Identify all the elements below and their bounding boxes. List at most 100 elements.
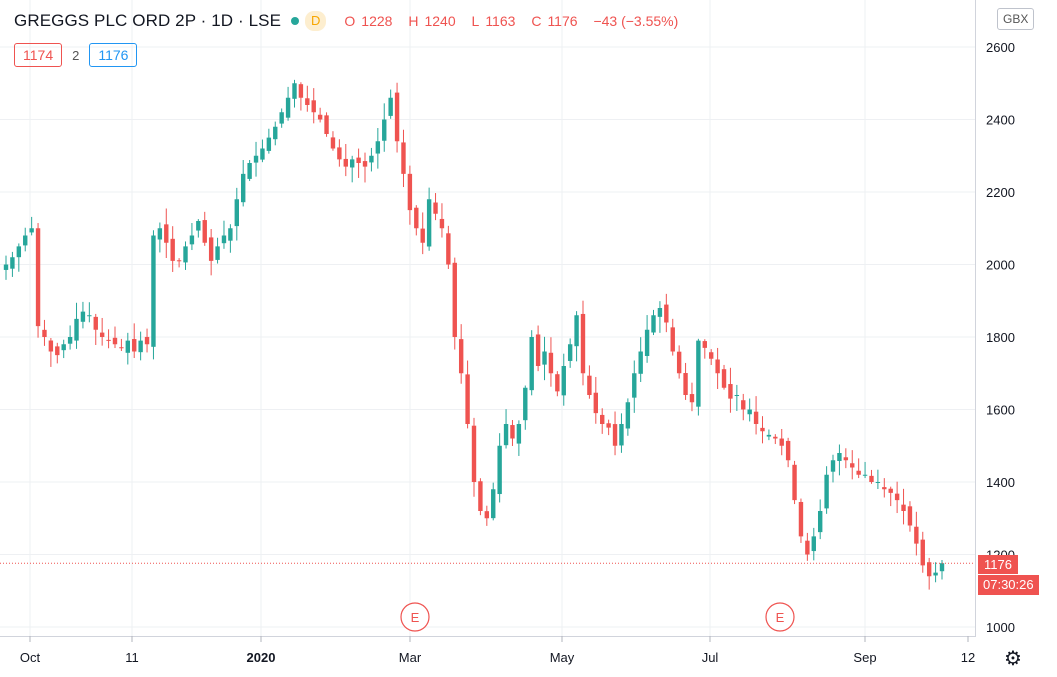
candle-body bbox=[215, 246, 220, 260]
candle bbox=[843, 448, 849, 469]
bid-price-button[interactable]: 1174 bbox=[14, 43, 63, 67]
candle bbox=[439, 203, 445, 238]
candle-body bbox=[676, 351, 682, 374]
candle bbox=[87, 302, 92, 323]
candle-body bbox=[875, 482, 881, 483]
candle bbox=[817, 499, 823, 540]
candle-body bbox=[933, 572, 938, 576]
candle-body bbox=[606, 423, 611, 428]
candle bbox=[580, 300, 586, 386]
candle-body bbox=[61, 344, 66, 351]
candle-body bbox=[48, 340, 54, 352]
candle-body bbox=[683, 373, 688, 395]
candle bbox=[67, 325, 73, 350]
y-tick-label: 1800 bbox=[986, 330, 1015, 345]
candle-body bbox=[664, 304, 669, 323]
x-tick-label: Sep bbox=[853, 650, 876, 665]
candle-body bbox=[292, 83, 297, 99]
symbol-title[interactable]: GREGGS PLC ORD 2P · 1D · LSE bbox=[14, 11, 282, 30]
candle-body bbox=[894, 493, 900, 501]
event-marker-label: E bbox=[411, 610, 420, 625]
candle bbox=[587, 365, 592, 399]
candle-body bbox=[593, 392, 599, 414]
candle-body bbox=[914, 526, 919, 544]
candle-body bbox=[369, 155, 374, 163]
candle bbox=[811, 527, 816, 561]
candle bbox=[657, 301, 663, 333]
gear-icon[interactable]: ⚙ bbox=[1004, 648, 1022, 670]
candle-body bbox=[87, 315, 92, 317]
candle-body bbox=[484, 511, 490, 519]
candle-body bbox=[93, 316, 98, 330]
candle-body bbox=[144, 336, 150, 345]
candle bbox=[234, 187, 239, 241]
candle-body bbox=[798, 501, 804, 537]
candle-body bbox=[458, 339, 464, 374]
candle-body bbox=[273, 126, 278, 140]
candle bbox=[792, 460, 797, 505]
x-tick-label: Oct bbox=[20, 650, 41, 665]
candle-body bbox=[850, 463, 855, 468]
candle bbox=[138, 331, 143, 361]
candle bbox=[882, 478, 887, 498]
candle bbox=[676, 345, 682, 379]
candle bbox=[529, 330, 534, 396]
candle-body bbox=[375, 141, 381, 154]
candle-body bbox=[337, 147, 342, 160]
candle-body bbox=[241, 173, 246, 203]
candle-body bbox=[426, 199, 432, 247]
candle bbox=[16, 243, 22, 272]
change-value: −43 (−3.55%) bbox=[593, 13, 679, 29]
candle bbox=[612, 411, 618, 456]
candle-body bbox=[317, 114, 323, 120]
candle-body bbox=[10, 257, 15, 269]
candle-body bbox=[926, 562, 932, 577]
candle bbox=[349, 155, 355, 183]
candle bbox=[888, 486, 893, 507]
candle-body bbox=[478, 481, 483, 511]
candle-body bbox=[715, 359, 720, 374]
candle bbox=[555, 371, 560, 397]
candle bbox=[42, 319, 47, 346]
candle bbox=[208, 228, 214, 276]
candle-body bbox=[298, 84, 304, 98]
candle bbox=[330, 131, 336, 151]
candle-body bbox=[862, 474, 868, 476]
candle-body bbox=[106, 339, 111, 341]
ask-price-button[interactable]: 1176 bbox=[89, 43, 138, 67]
candle-body bbox=[151, 235, 156, 347]
candle bbox=[894, 481, 900, 514]
candle bbox=[914, 511, 919, 556]
candle bbox=[593, 376, 599, 424]
candle-body bbox=[452, 262, 457, 337]
candle bbox=[93, 313, 98, 345]
candle bbox=[465, 360, 470, 429]
ohlc-readout: O 1228 H 1240 L 1163 C 1176 −43 (−3.55%) bbox=[344, 13, 684, 29]
candle-body bbox=[555, 374, 560, 392]
candle-body bbox=[785, 440, 791, 461]
candle-body bbox=[420, 228, 425, 243]
candle-body bbox=[644, 329, 650, 357]
candle-body bbox=[901, 504, 906, 511]
candle-body bbox=[138, 340, 143, 353]
bid-ask-panel: 1174 2 1176 bbox=[14, 43, 138, 67]
earnings-event-marker: E bbox=[765, 602, 795, 632]
candle bbox=[920, 531, 925, 573]
candle-body bbox=[503, 424, 509, 446]
delayed-data-badge[interactable]: D bbox=[305, 11, 327, 31]
candle bbox=[10, 251, 15, 277]
candle-body bbox=[734, 395, 740, 396]
candle bbox=[535, 325, 541, 372]
currency-button[interactable]: GBX bbox=[997, 8, 1035, 30]
candle-body bbox=[830, 460, 836, 472]
candle-body bbox=[125, 340, 131, 353]
x-tick-label: Jul bbox=[702, 650, 719, 665]
candle-body bbox=[638, 351, 643, 374]
candle bbox=[144, 328, 150, 353]
candle-body bbox=[670, 327, 675, 352]
candle-body bbox=[869, 475, 874, 482]
candle bbox=[343, 143, 348, 177]
candle bbox=[753, 396, 759, 435]
candle bbox=[484, 505, 490, 526]
